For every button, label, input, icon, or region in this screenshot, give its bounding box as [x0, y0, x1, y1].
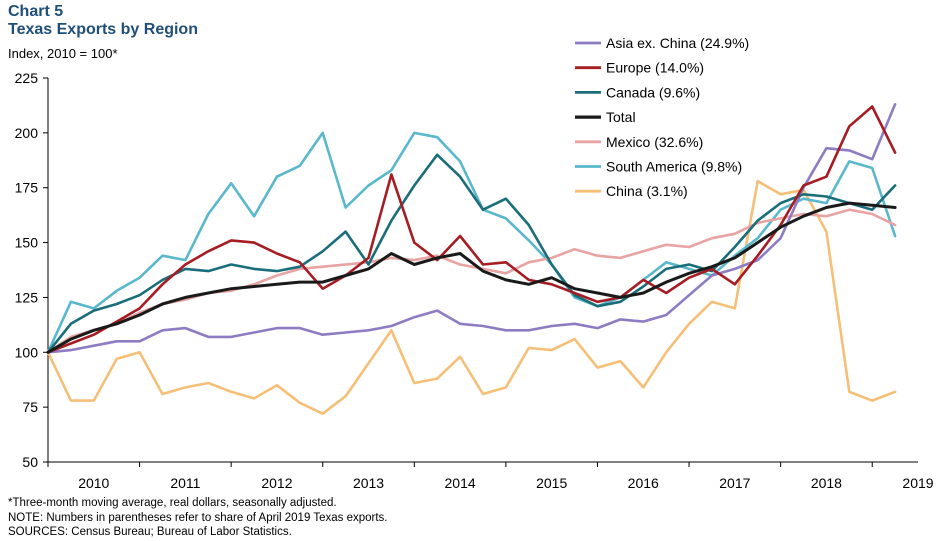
y-tick-label: 175 [15, 180, 39, 196]
series-line [46, 179, 897, 415]
legend-label: Canada (9.6%) [606, 84, 700, 100]
x-tick-label: 2011 [170, 475, 200, 491]
y-tick-label: 200 [15, 125, 39, 141]
x-tick-label: 2012 [261, 475, 292, 491]
x-tick-label: 2013 [353, 475, 384, 491]
note-line: *Three-month moving average, real dollar… [8, 497, 337, 509]
y-tick-label: 225 [15, 70, 39, 86]
series-line [46, 201, 897, 354]
note-line: SOURCES: Census Bureau; Bureau of Labor … [8, 526, 292, 538]
y-axis-ticks: 50 75 100 125 150 175 200 225 [15, 70, 48, 470]
y-tick-label: 125 [15, 289, 39, 305]
y-tick-label: 75 [22, 399, 38, 415]
series-line [46, 208, 897, 354]
legend-label: Total [606, 109, 636, 125]
series-line [46, 153, 897, 354]
series-line [46, 131, 897, 354]
chart-title: Texas Exports by Region [8, 21, 198, 38]
legend-label: Asia ex. China (24.9%) [606, 35, 749, 51]
x-tick-label: 2014 [445, 475, 476, 491]
series-line [46, 103, 897, 354]
note-line: NOTE: Numbers in parentheses refer to sh… [8, 511, 388, 524]
legend-label: Mexico (32.6%) [606, 134, 703, 150]
x-tick-label: 2017 [719, 475, 750, 491]
chart-notes: *Three-month moving average, real dollar… [8, 496, 387, 540]
x-tick-label: 2015 [536, 475, 567, 491]
axes [47, 78, 918, 463]
series-line [46, 105, 897, 354]
x-tick-label: 2016 [628, 475, 659, 491]
x-axis-ticks: 2010 2011 2012 2013 2014 2015 2016 2017 2018 2019 [47, 462, 934, 491]
y-tick-label: 100 [15, 344, 39, 360]
legend: Asia ex. China (24.9%) Europe (14.0%) Cana… [575, 35, 749, 199]
y-tick-label: 150 [15, 235, 39, 251]
series-lines [46, 103, 897, 415]
y-tick-label: 50 [22, 454, 38, 470]
x-tick-label: 2019 [902, 475, 933, 491]
x-tick-label: 2010 [78, 475, 109, 491]
chart-number: Chart 5 [8, 3, 64, 20]
x-tick-label: 2018 [811, 475, 842, 491]
legend-label: South America (9.8%) [606, 159, 742, 175]
y-axis-label: Index, 2010 = 100* [8, 46, 118, 61]
legend-label: China (3.1%) [606, 183, 688, 199]
legend-label: Europe (14.0%) [606, 60, 704, 76]
